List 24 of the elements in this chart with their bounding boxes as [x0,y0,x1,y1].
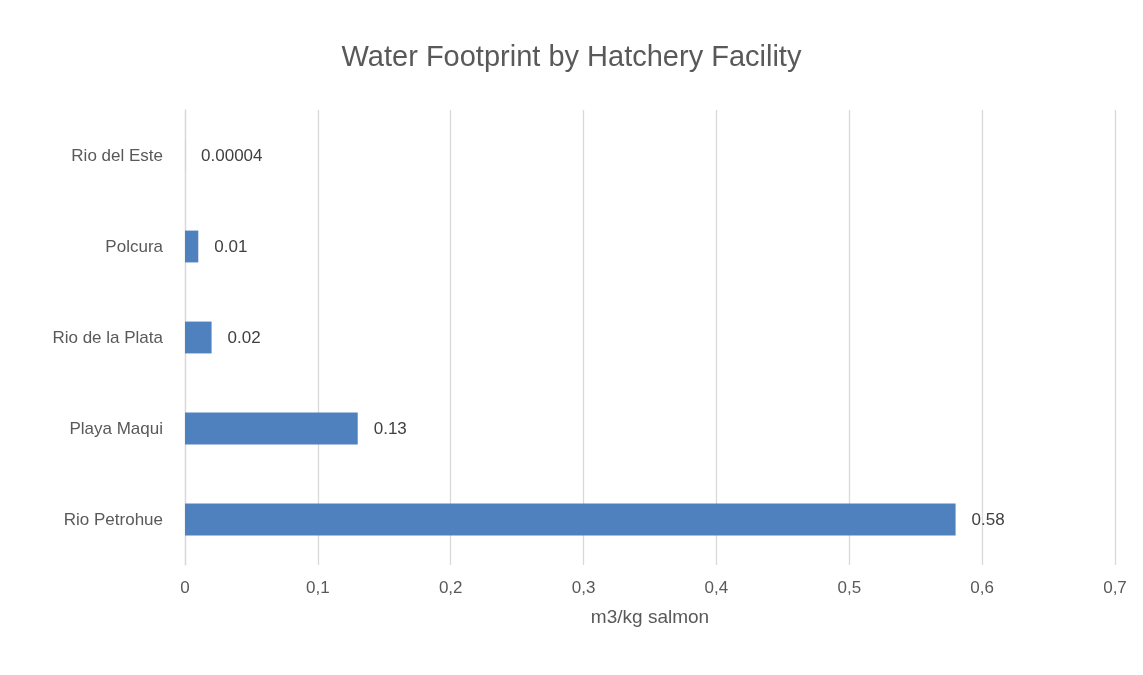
x-tick-label: 0 [180,578,190,597]
x-tick-label: 0,5 [837,578,862,597]
bar [185,321,212,354]
bar [185,230,199,263]
bar [185,503,956,536]
chart-title: Water Footprint by Hatchery Facility [341,39,802,72]
x-tick-label: 0,4 [704,578,729,597]
y-tick-label: Playa Maqui [69,419,163,438]
x-axis-title: m3/kg salmon [590,606,710,627]
data-label: 0.02 [227,328,261,347]
x-tick-label: 0,6 [970,578,994,597]
data-label: 0.58 [971,510,1005,529]
x-tick-label: 0,3 [571,578,596,597]
x-tick-label: 0,1 [306,578,330,597]
data-label: 0.01 [214,237,248,256]
y-tick-label: Rio del Este [71,146,163,165]
x-tick-label: 0,7 [1103,578,1127,597]
y-tick-label: Rio Petrohue [63,510,163,529]
y-tick-label: Rio de la Plata [52,328,164,347]
data-label: 0.00004 [201,146,263,165]
x-tick-label: 0,2 [438,578,463,597]
bar [185,412,358,445]
data-label: 0.13 [373,419,407,438]
y-tick-label: Polcura [105,237,164,256]
